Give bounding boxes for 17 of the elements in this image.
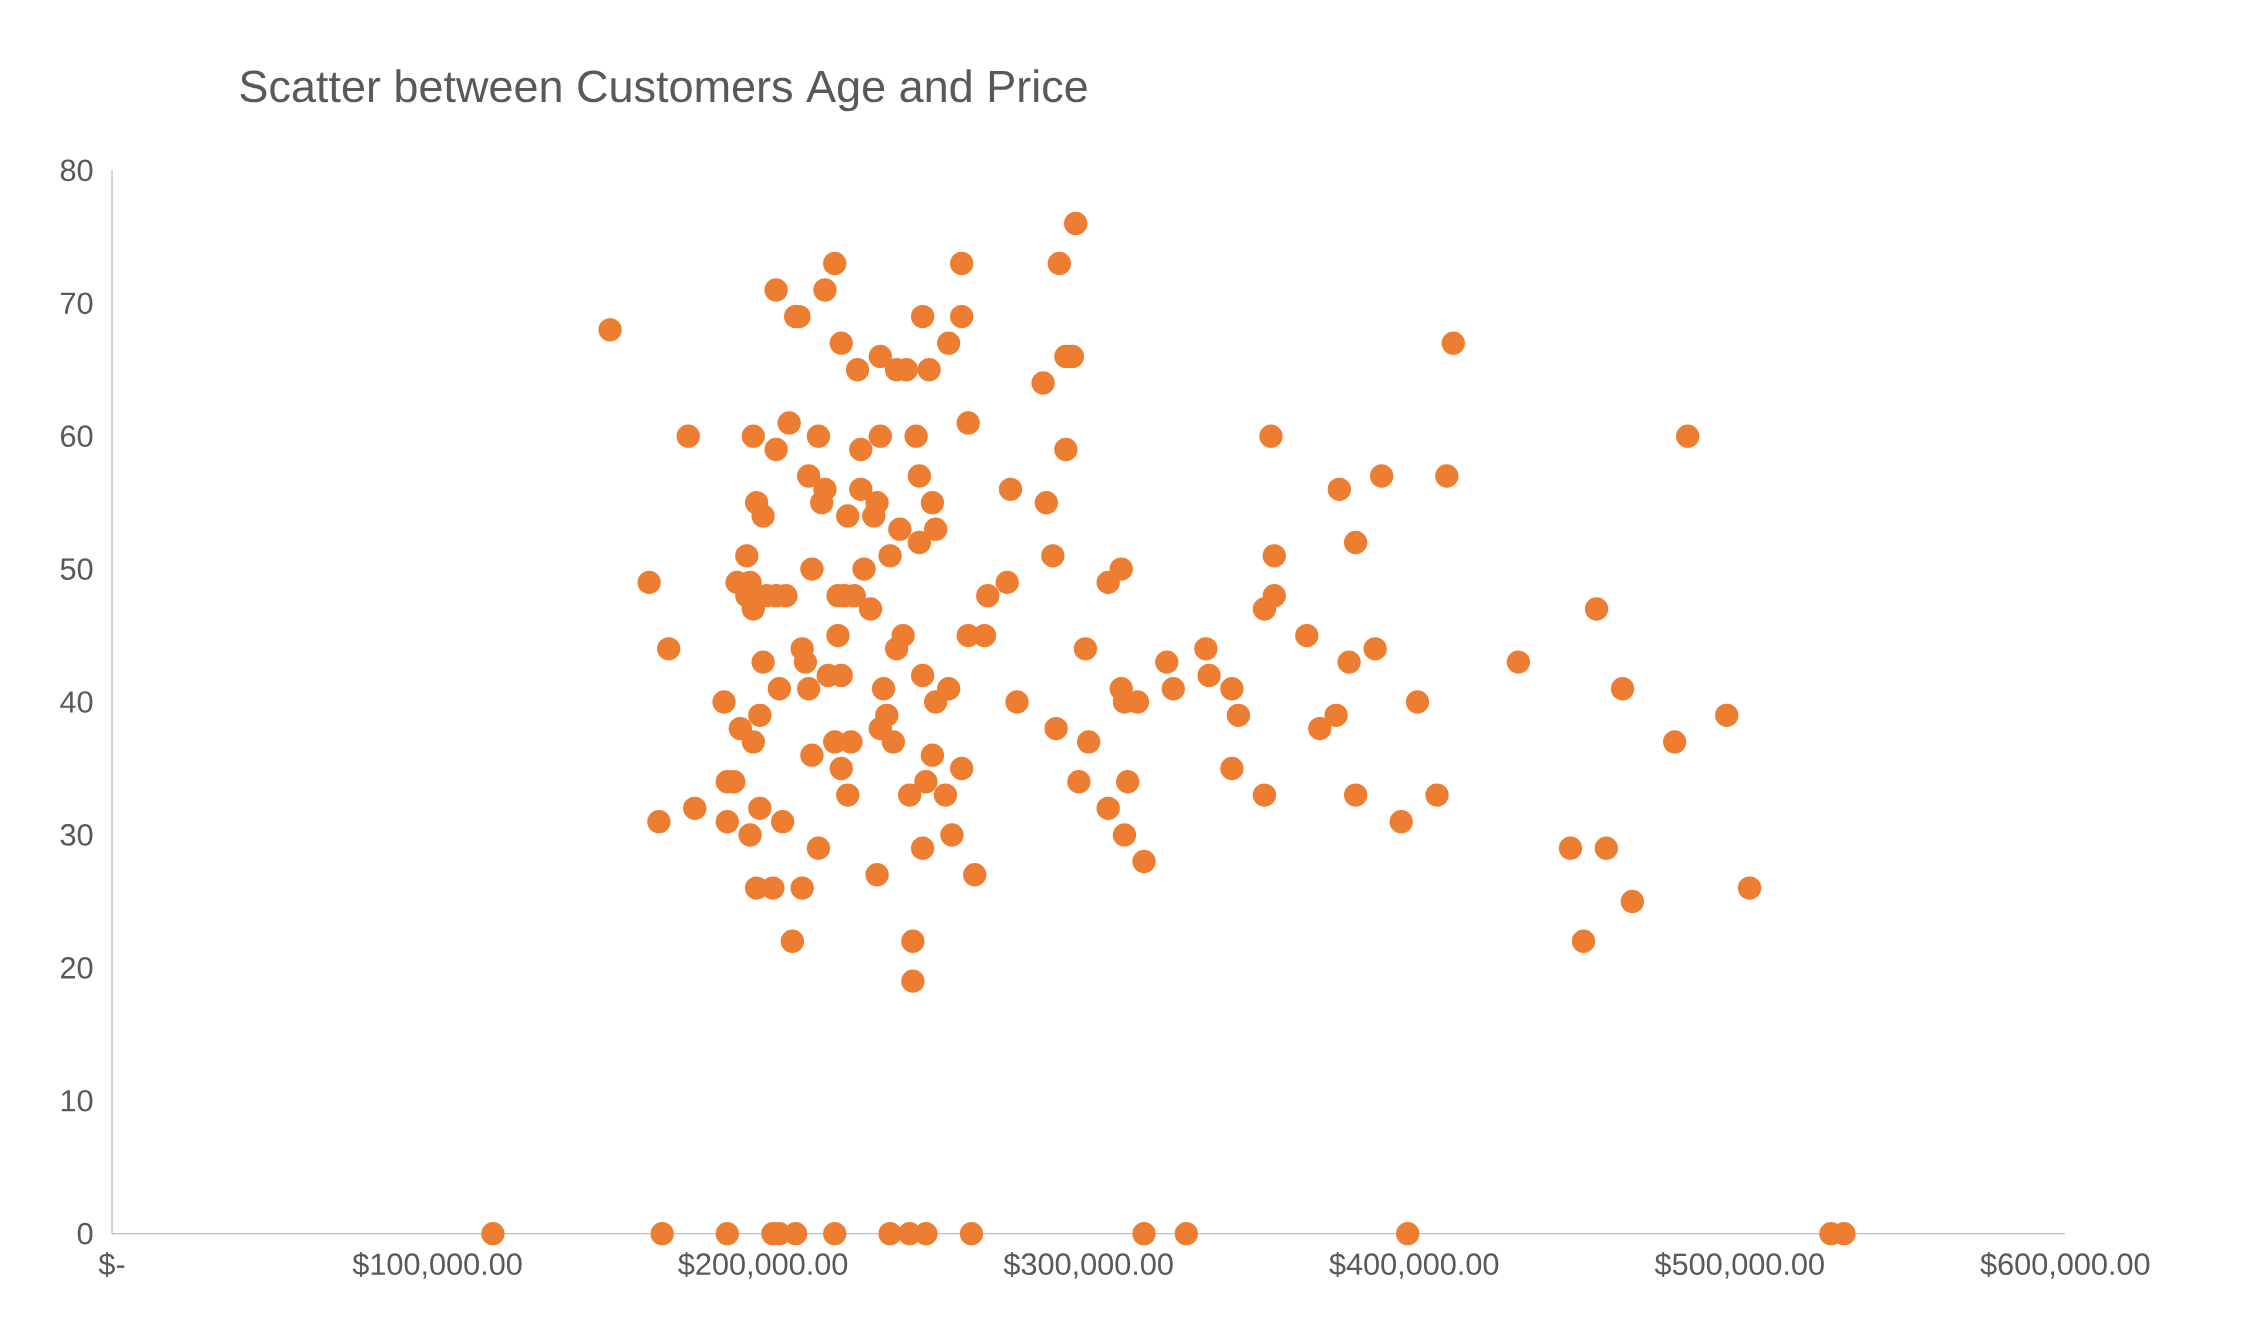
y-tick-label: 10 <box>61 1089 93 1112</box>
x-tick-label: $- <box>98 1252 125 1277</box>
x-tick-label: $600,000.00 <box>1980 1252 2150 1279</box>
y-tick-label: 80 <box>60 159 93 182</box>
y-tick-label: 60 <box>61 425 93 448</box>
x-tick-label: $400,000.00 <box>1329 1252 1499 1279</box>
y-tick-label: 30 <box>60 824 93 846</box>
x-tick-label: $300,000.00 <box>1003 1252 1173 1279</box>
x-tick-label: $200,000.00 <box>678 1252 848 1279</box>
x-tick-label: $500,000.00 <box>1654 1252 1824 1279</box>
y-tick-label: 0 <box>77 1222 93 1245</box>
y-tick-label: 20 <box>61 956 93 979</box>
chart-title: Scatter between Customers Age and Price <box>240 69 1087 112</box>
y-tick-label: 70 <box>61 292 93 315</box>
y-tick-label: 40 <box>60 691 93 713</box>
x-tick-label: $100,000.00 <box>352 1252 522 1279</box>
y-tick-label: 50 <box>60 558 93 580</box>
